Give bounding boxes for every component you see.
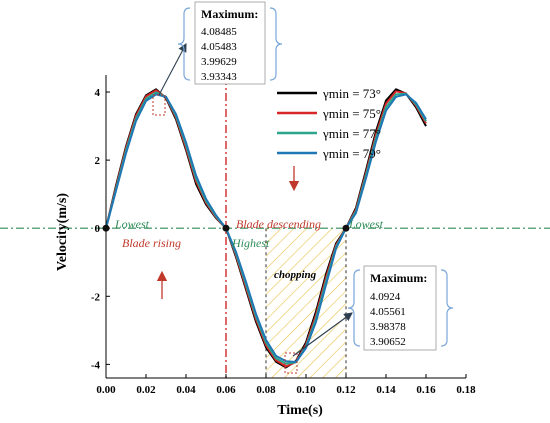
legend: γmin = 73° γmin = 75° γmin = 77° γmin = 79° [277,86,381,161]
blade-descending-label: Blade descending [236,217,321,231]
highest-label: Highest [231,236,270,250]
max-top-value: 3.93343 [201,71,237,83]
key-point [342,224,350,232]
lowest-right-label: Lowest [348,217,384,231]
x-tick-label: 0.06 [216,384,236,396]
x-tick-label: 0.18 [456,384,476,396]
max-bottom-value: 4.05561 [370,306,406,318]
legend-label: γmin = 77° [322,126,381,141]
legend-label: γmin = 73° [322,86,381,101]
y-tick-label: -4 [91,359,101,371]
x-tick-label: 0.04 [176,384,196,396]
y-tick-label: -2 [91,291,101,303]
series-line [105,93,427,363]
x-tick-label: 0.00 [96,384,116,396]
y-tick-label: 4 [95,87,101,99]
max-top-value: 4.05483 [201,41,237,53]
legend-label: γmin = 79° [322,146,381,161]
x-tick-label: 0.10 [296,384,316,396]
key-point [222,224,230,232]
max-bottom-value: 3.98378 [370,321,406,333]
x-axis-label: Time(s) [277,403,323,418]
y-tick-label: 0 [95,223,101,235]
tick-labels: 0.00 0.02 0.04 0.06 0.08 0.10 0.12 0.14 0.16 0.18… [91,87,476,396]
max-bottom-title: Maximum: [370,271,427,285]
chopping-label: chopping [274,269,317,281]
max-top-value: 3.99629 [201,56,237,68]
max-top-callout: Maximum: 4.08485 4.05483 3.99629 3.93343 [152,1,283,116]
lowest-left-label: Lowest [114,217,150,231]
key-point [102,224,110,232]
x-tick-label: 0.12 [336,384,356,396]
max-bottom-value: 3.90652 [370,336,406,348]
max-top-title: Maximum: [201,7,258,21]
blade-rising-label: Blade rising [122,236,181,250]
legend-label: γmin = 75° [322,106,381,121]
max-bottom-callout: Maximum: 4.0924 4.05561 3.98378 3.90652 [284,265,454,374]
x-tick-label: 0.08 [256,384,276,396]
max-bottom-value: 4.0924 [370,291,401,303]
x-tick-label: 0.02 [136,384,156,396]
x-tick-label: 0.16 [416,384,436,396]
key-points [102,224,350,232]
y-axis-label: Velocity(m/s) [55,193,70,271]
max-top-value: 4.08485 [201,26,237,38]
x-tick-label: 0.14 [376,384,396,396]
y-tick-label: 2 [95,155,101,167]
